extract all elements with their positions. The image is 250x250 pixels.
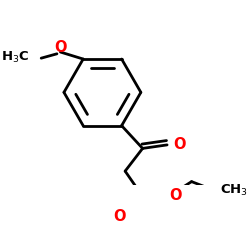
Text: O: O xyxy=(54,40,67,55)
Text: O: O xyxy=(173,136,186,152)
Text: H$_3$C: H$_3$C xyxy=(1,50,29,65)
Text: O: O xyxy=(114,209,126,224)
Text: CH$_3$: CH$_3$ xyxy=(220,183,248,198)
Text: O: O xyxy=(170,188,182,203)
